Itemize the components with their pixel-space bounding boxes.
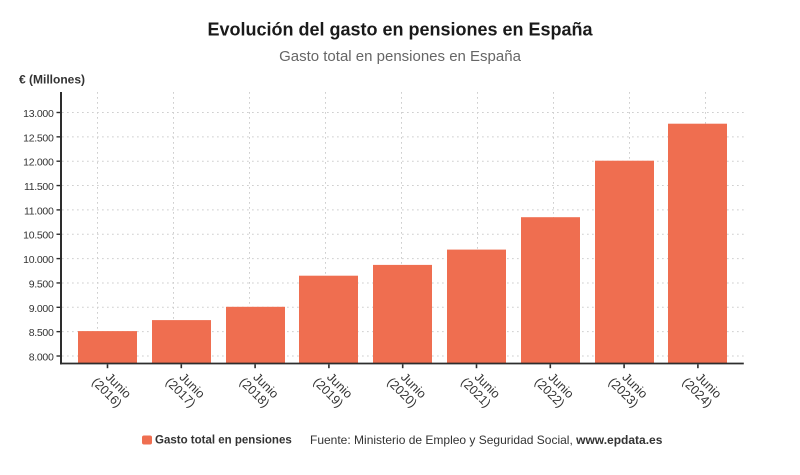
svg-text:12.000: 12.000 <box>23 157 54 169</box>
svg-text:Evolución del gasto en pension: Evolución del gasto en pensiones en Espa… <box>207 20 593 40</box>
svg-text:Fuente: Ministerio de Empleo y: Fuente: Ministerio de Empleo y Seguridad… <box>310 433 663 447</box>
svg-text:€ (Millones): € (Millones) <box>19 73 85 87</box>
svg-text:Gasto total en pensiones en Es: Gasto total en pensiones en España <box>279 48 521 65</box>
svg-text:9.000: 9.000 <box>29 303 54 315</box>
svg-text:13.000: 13.000 <box>23 108 54 120</box>
svg-text:11.500: 11.500 <box>24 181 54 193</box>
svg-text:12.500: 12.500 <box>23 132 54 144</box>
svg-text:Gasto total en pensiones: Gasto total en pensiones <box>155 435 292 447</box>
svg-text:9.500: 9.500 <box>29 278 54 290</box>
svg-text:10.000: 10.000 <box>23 254 54 266</box>
svg-text:8.500: 8.500 <box>29 327 54 339</box>
svg-text:10.500: 10.500 <box>23 230 54 242</box>
svg-text:8.000: 8.000 <box>29 352 54 364</box>
svg-text:11.000: 11.000 <box>24 205 54 217</box>
